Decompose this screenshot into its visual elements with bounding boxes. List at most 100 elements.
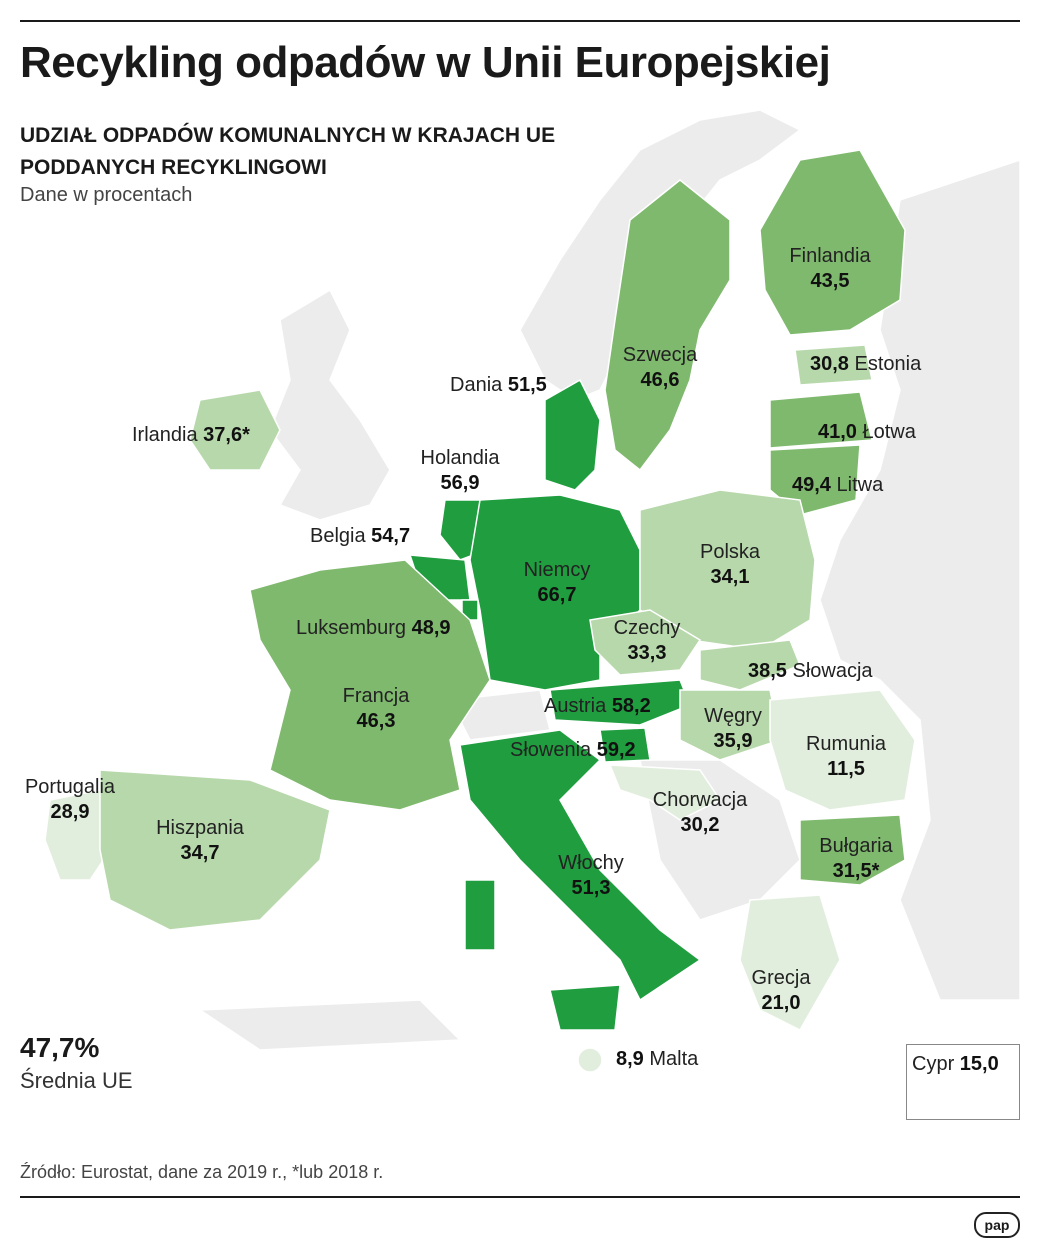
label-belgia: Belgia 54,7 — [310, 524, 410, 549]
label-czechy-name: Czechy — [613, 617, 681, 639]
label-slowacja-value: 38,5 — [748, 660, 787, 682]
country-austria — [549, 679, 691, 726]
label-lotwa-value: 41,0 — [818, 421, 857, 443]
label-slowacja-name: Słowacja — [792, 660, 873, 682]
eu-countries — [44, 149, 1002, 1106]
label-malta-value: 8,9 — [616, 1048, 644, 1070]
label-wegry-value: 35,9 — [713, 730, 753, 752]
page-title: Recykling odpadów w Unii Europejskiej — [20, 38, 831, 87]
label-finlandia-name: Finlandia — [789, 245, 871, 267]
label-luksemburg: Luksemburg 48,9 — [296, 616, 451, 641]
label-estonia-value: 30,8 — [810, 353, 849, 375]
label-holandia-name: Holandia — [420, 447, 500, 469]
country-sardynia — [464, 879, 496, 951]
label-cypr-value: 15,0 — [959, 1053, 999, 1075]
subtitle-line-1: UDZIAŁ ODPADÓW KOMUNALNYCH W KRAJACH UE — [20, 124, 556, 147]
label-francja-name: Francja — [342, 685, 410, 707]
pap-logo: pap — [974, 1212, 1020, 1238]
label-rumunia: Rumunia 11,5 — [790, 732, 902, 782]
label-dania: Dania 51,5 — [450, 373, 547, 398]
label-slowacja: 38,5 Słowacja — [748, 659, 873, 684]
label-austria: Austria 58,2 — [544, 694, 651, 719]
label-rumunia-value: 11,5 — [827, 758, 865, 780]
country-finlandia — [759, 149, 906, 336]
east-land — [819, 158, 1021, 1001]
label-szwecja: Szwecja 46,6 — [605, 343, 715, 393]
country-szwecja — [604, 179, 731, 472]
eu-average-value: 47,7% — [20, 1032, 100, 1063]
label-litwa: 49,4 Litwa — [792, 473, 883, 498]
country-grecja — [739, 894, 841, 1031]
label-szwecja-name: Szwecja — [622, 344, 698, 366]
label-austria-name: Austria — [544, 695, 607, 717]
label-francja: Francja 46,3 — [320, 684, 432, 734]
label-wegry-name: Węgry — [704, 705, 762, 727]
label-litwa-name: Litwa — [836, 474, 884, 496]
label-slowenia-value: 59,2 — [596, 739, 636, 761]
label-hiszpania-name: Hiszpania — [156, 817, 244, 839]
label-rumunia-name: Rumunia — [805, 733, 887, 755]
eu-average-label: Średnia UE — [20, 1068, 133, 1093]
label-polska: Polska 34,1 — [675, 540, 785, 590]
label-luksemburg-name: Luksemburg — [296, 617, 407, 639]
label-bulgaria-value: 31,5* — [832, 860, 880, 882]
label-grecja-name: Grecja — [751, 967, 811, 989]
label-holandia: Holandia 56,9 — [400, 446, 520, 496]
label-hiszpania: Hiszpania 34,7 — [140, 816, 260, 866]
label-czechy-value: 33,3 — [627, 642, 667, 664]
label-estonia-name: Estonia — [854, 353, 922, 375]
cypr-inset — [906, 1044, 1020, 1120]
label-chorwacja-value: 30,2 — [680, 814, 720, 836]
label-finlandia-value: 43,5 — [810, 270, 850, 292]
label-polska-name: Polska — [699, 541, 761, 563]
label-bulgaria-name: Bułgaria — [819, 835, 893, 857]
country-rumunia — [769, 689, 916, 811]
label-portugalia-value: 28,9 — [50, 801, 90, 823]
country-litwa — [769, 444, 861, 516]
label-portugalia: Portugalia 28,9 — [14, 775, 126, 825]
country-chorwacja — [608, 764, 722, 821]
label-finlandia: Finlandia 43,5 — [775, 244, 885, 294]
label-hiszpania-value: 34,7 — [180, 842, 220, 864]
label-belgia-value: 54,7 — [371, 525, 411, 547]
label-bulgaria: Bułgaria 31,5* — [800, 834, 912, 884]
label-litwa-value: 49,4 — [792, 474, 831, 496]
label-belgia-name: Belgia — [310, 525, 366, 547]
label-wlochy-name: Włochy — [558, 852, 624, 874]
label-wlochy-value: 51,3 — [571, 877, 611, 899]
country-dania — [544, 378, 601, 491]
label-chorwacja-name: Chorwacja — [652, 789, 748, 811]
label-slowenia-name: Słowenia — [510, 739, 592, 761]
label-irlandia-name: Irlandia — [132, 424, 198, 446]
label-austria-value: 58,2 — [611, 695, 651, 717]
country-czechy — [589, 609, 702, 676]
subtitle: UDZIAŁ ODPADÓW KOMUNALNYCH W KRAJACH UE … — [20, 120, 555, 184]
label-cypr: Cypr 15,0 — [912, 1052, 999, 1077]
label-lotwa: 41,0 Łotwa — [818, 420, 916, 445]
source-note: Źródło: Eurostat, dane za 2019 r., *lub … — [20, 1162, 384, 1182]
label-dania-name: Dania — [450, 374, 503, 396]
uk-land — [269, 288, 391, 521]
label-holandia-value: 56,9 — [440, 472, 480, 494]
label-niemcy-name: Niemcy — [523, 559, 591, 581]
country-hiszpania — [99, 769, 331, 931]
label-niemcy: Niemcy 66,7 — [502, 558, 612, 608]
label-malta-name: Malta — [649, 1048, 699, 1070]
country-francja — [249, 559, 491, 811]
label-luksemburg-value: 48,9 — [411, 617, 451, 639]
label-estonia: 30,8 Estonia — [810, 352, 921, 377]
country-sycylia — [549, 984, 621, 1031]
bottom-rule — [20, 1196, 1020, 1198]
north-africa-land — [197, 999, 462, 1051]
country-bulgaria — [799, 814, 906, 886]
country-estonia — [794, 344, 873, 386]
label-slowenia: Słowenia 59,2 — [510, 738, 636, 763]
label-wegry: Węgry 35,9 — [678, 704, 788, 754]
label-dania-value: 51,5 — [507, 374, 547, 396]
country-lotwa — [769, 391, 873, 449]
top-rule — [20, 20, 1020, 22]
country-wegry — [679, 689, 781, 761]
label-irlandia-value: 37,6* — [203, 424, 250, 446]
country-slowacja — [699, 639, 801, 691]
